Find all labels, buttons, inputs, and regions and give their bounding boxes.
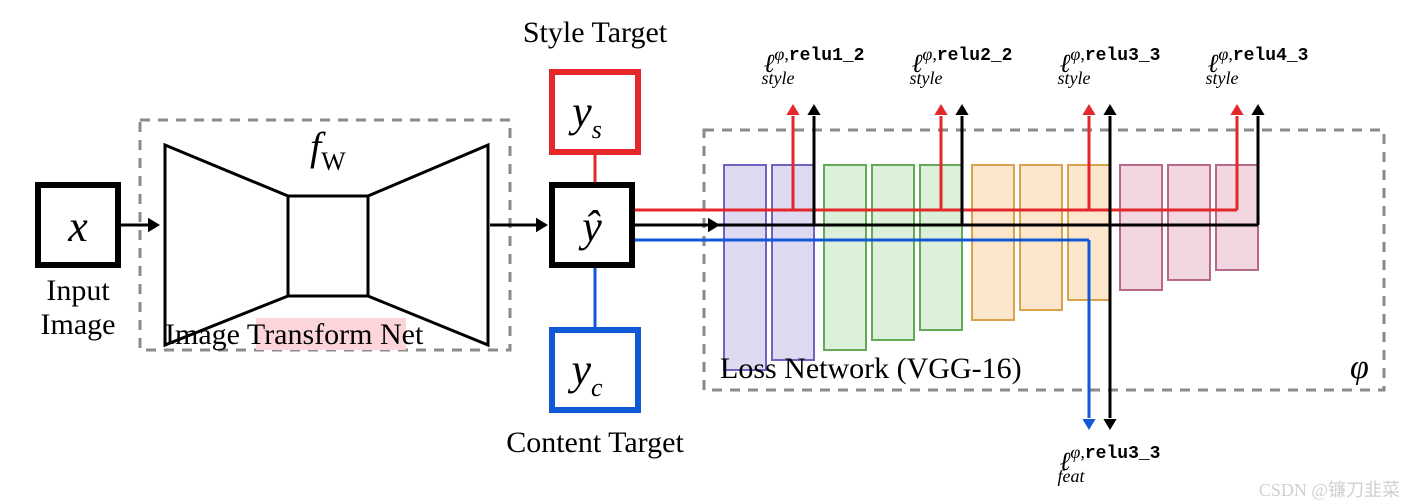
style-loss-label-3: ℓφ,relu4_3style bbox=[1206, 44, 1309, 88]
arrow-head bbox=[807, 104, 820, 115]
arrow-head bbox=[955, 104, 968, 115]
style-loss-label-1: ℓφ,relu2_2style bbox=[910, 44, 1013, 88]
arrow-head bbox=[1082, 419, 1095, 430]
vgg-layer-9 bbox=[1168, 165, 1210, 280]
loss-network-label: Loss Network (VGG-16) bbox=[720, 352, 1022, 385]
bottleneck-shape bbox=[288, 196, 368, 296]
arrow-head bbox=[934, 104, 947, 115]
yhat-symbol: ŷ bbox=[578, 202, 602, 251]
fw-label: fW bbox=[310, 124, 346, 176]
arrow-head bbox=[148, 218, 160, 232]
arrow-head bbox=[1251, 104, 1264, 115]
input-image-label: Image bbox=[41, 308, 116, 341]
arrow-head bbox=[708, 218, 720, 232]
vgg-layer-0 bbox=[724, 165, 766, 370]
style-target-label: Style Target bbox=[523, 16, 668, 49]
input-image-label: Input bbox=[46, 274, 110, 307]
arrow-head bbox=[786, 104, 799, 115]
style-loss-label-2: ℓφ,relu3_3style bbox=[1058, 44, 1161, 88]
vgg-layer-6 bbox=[1020, 165, 1062, 310]
vgg-layer-5 bbox=[972, 165, 1014, 320]
encoder-shape bbox=[165, 145, 288, 345]
arrow-head bbox=[536, 218, 548, 232]
feat-loss-label: ℓφ,relu3_3feat bbox=[1058, 442, 1161, 486]
arrow-head bbox=[1103, 104, 1116, 115]
vgg-layer-2 bbox=[824, 165, 866, 350]
style-loss-label-0: ℓφ,relu1_2style bbox=[762, 44, 865, 88]
phi-label: φ bbox=[1350, 349, 1369, 386]
transform-net-label: Image Transform Net bbox=[165, 318, 424, 351]
vgg-layer-3 bbox=[872, 165, 914, 340]
content-target-label: Content Target bbox=[506, 426, 684, 459]
arrow-head bbox=[1230, 104, 1243, 115]
arrow-head bbox=[1103, 419, 1116, 430]
decoder-shape bbox=[368, 145, 488, 345]
watermark: CSDN @镰刀韭菜 bbox=[1259, 480, 1400, 500]
arrow-head bbox=[1082, 104, 1095, 115]
vgg-layer-8 bbox=[1120, 165, 1162, 290]
x-symbol: x bbox=[67, 202, 88, 251]
